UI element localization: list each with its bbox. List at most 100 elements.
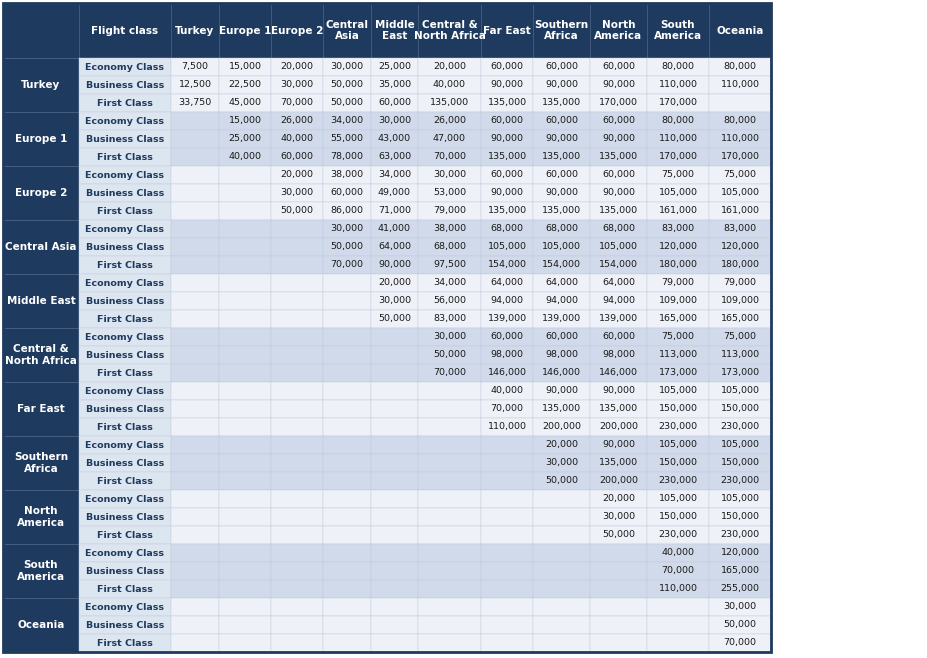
Text: 90,000: 90,000 (545, 134, 578, 143)
Bar (709, 346, 771, 364)
Text: South
America: South America (654, 20, 702, 41)
Bar (323, 220, 371, 238)
Bar (219, 562, 271, 580)
Bar (79, 238, 171, 256)
Bar (418, 166, 481, 184)
Bar (271, 454, 323, 472)
Bar (171, 202, 219, 220)
Bar (323, 112, 371, 130)
Bar (219, 292, 271, 310)
Bar (709, 274, 771, 292)
Bar (371, 166, 418, 184)
Bar (533, 490, 590, 508)
Bar (271, 364, 323, 382)
Text: 60,000: 60,000 (545, 116, 578, 126)
Text: 161,000: 161,000 (720, 207, 759, 216)
Text: 200,000: 200,000 (599, 476, 638, 486)
Bar (590, 328, 647, 346)
Bar (219, 238, 271, 256)
Bar (323, 472, 371, 490)
Text: 56,000: 56,000 (433, 297, 466, 305)
Text: 83,000: 83,000 (662, 224, 694, 234)
Text: 180,000: 180,000 (658, 261, 697, 270)
Bar (418, 400, 481, 418)
Text: 109,000: 109,000 (658, 297, 697, 305)
Text: 40,000: 40,000 (662, 549, 694, 557)
Text: South
America: South America (17, 560, 65, 582)
Bar (219, 256, 271, 274)
Bar (590, 274, 647, 292)
Bar (79, 130, 171, 148)
Text: 90,000: 90,000 (602, 80, 635, 89)
Text: 90,000: 90,000 (545, 80, 578, 89)
Text: 80,000: 80,000 (723, 63, 756, 72)
Bar (171, 3, 219, 58)
Bar (371, 328, 418, 346)
Text: Middle
East: Middle East (375, 20, 414, 41)
Bar (418, 544, 481, 562)
Text: 90,000: 90,000 (490, 80, 524, 89)
Bar (171, 94, 219, 112)
Bar (647, 526, 709, 544)
Bar (590, 580, 647, 598)
Bar (481, 76, 533, 94)
Text: 50,000: 50,000 (331, 243, 363, 251)
Bar (418, 148, 481, 166)
Bar (171, 76, 219, 94)
Text: 20,000: 20,000 (281, 170, 313, 180)
Bar (171, 508, 219, 526)
Text: 78,000: 78,000 (331, 153, 363, 161)
Bar (371, 292, 418, 310)
Text: Europe 1: Europe 1 (219, 26, 272, 36)
Bar (481, 580, 533, 598)
Text: 20,000: 20,000 (602, 495, 635, 503)
Text: Southern
Africa: Southern Africa (535, 20, 589, 41)
Bar (590, 400, 647, 418)
Bar (79, 472, 171, 490)
Text: 40,000: 40,000 (433, 80, 466, 89)
Bar (371, 94, 418, 112)
Bar (271, 76, 323, 94)
Text: 60,000: 60,000 (602, 170, 635, 180)
Text: 135,000: 135,000 (430, 99, 469, 107)
Bar (323, 418, 371, 436)
Text: Economy Class: Economy Class (85, 278, 164, 288)
Bar (481, 616, 533, 634)
Text: 135,000: 135,000 (488, 207, 527, 216)
Bar (79, 3, 171, 58)
Bar (3, 3, 771, 652)
Bar (271, 400, 323, 418)
Bar (481, 238, 533, 256)
Text: Central Asia: Central Asia (6, 242, 77, 252)
Bar (418, 526, 481, 544)
Bar (79, 274, 171, 292)
Bar (590, 58, 647, 76)
Bar (709, 418, 771, 436)
Bar (79, 382, 171, 400)
Bar (171, 544, 219, 562)
Bar (219, 76, 271, 94)
Bar (171, 274, 219, 292)
Bar (171, 184, 219, 202)
Text: 154,000: 154,000 (488, 261, 527, 270)
Bar (481, 436, 533, 454)
Text: 25,000: 25,000 (378, 63, 411, 72)
Bar (271, 580, 323, 598)
Bar (418, 562, 481, 580)
Text: 30,000: 30,000 (330, 224, 363, 234)
Bar (481, 202, 533, 220)
Bar (709, 148, 771, 166)
Text: 150,000: 150,000 (658, 405, 697, 413)
Bar (171, 436, 219, 454)
Text: 20,000: 20,000 (545, 440, 578, 449)
Text: 120,000: 120,000 (720, 549, 759, 557)
Text: 64,000: 64,000 (545, 278, 578, 288)
Bar (647, 310, 709, 328)
Bar (171, 238, 219, 256)
Bar (709, 130, 771, 148)
Text: 83,000: 83,000 (723, 224, 756, 234)
Bar (418, 58, 481, 76)
Bar (590, 94, 647, 112)
Bar (219, 148, 271, 166)
Text: 139,000: 139,000 (599, 315, 638, 324)
